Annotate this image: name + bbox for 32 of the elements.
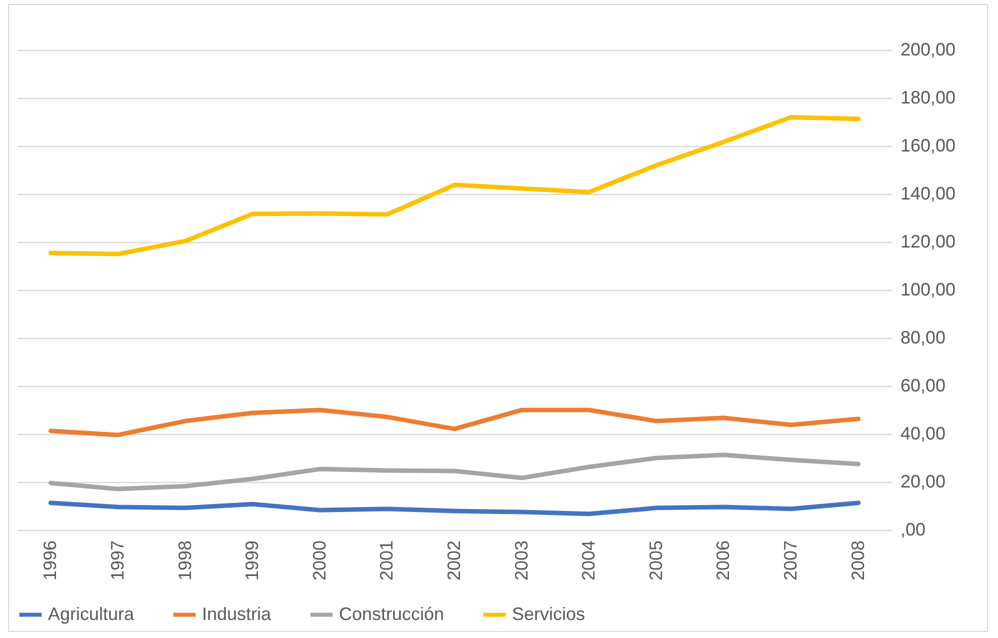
x-tick-label: 1999 [242, 540, 262, 581]
line-series [48, 500, 861, 516]
x-tick-label: 2007 [780, 540, 801, 581]
y-tick-label: 40,00 [900, 424, 946, 444]
y-tick-label: ,00 [900, 520, 926, 540]
x-tick-label: 2004 [578, 540, 599, 581]
legend-label: Servicios [512, 604, 586, 624]
y-tick-label: 100,00 [900, 280, 956, 300]
y-tick-label: 20,00 [900, 472, 946, 492]
y-tick-label: 60,00 [900, 376, 946, 396]
y-tick-label: 180,00 [900, 88, 956, 108]
line-series [48, 452, 861, 492]
y-tick-label: 140,00 [900, 184, 956, 204]
x-tick-label: 2006 [713, 540, 734, 581]
x-tick-label: 2002 [444, 540, 464, 581]
y-tick-label: 200,00 [900, 40, 956, 60]
y-tick-label: 120,00 [900, 232, 956, 252]
legend-label: Agricultura [48, 604, 136, 624]
x-tick-label: 1997 [107, 540, 128, 581]
y-tick-label: 80,00 [900, 328, 946, 348]
legend-label: Industria [202, 604, 272, 624]
x-tick-label: 1996 [40, 540, 60, 581]
legend-label: Construcción [339, 604, 444, 624]
x-tick-label: 2008 [848, 540, 868, 581]
x-tick-label: 2001 [376, 540, 397, 581]
line-series [48, 114, 861, 256]
x-tick-label: 2003 [511, 540, 532, 581]
x-tick-label: 2005 [646, 540, 666, 581]
line-series [48, 408, 861, 438]
y-tick-label: 160,00 [900, 136, 956, 156]
x-tick-label: 1998 [174, 540, 195, 581]
x-tick-label: 2000 [309, 540, 330, 581]
